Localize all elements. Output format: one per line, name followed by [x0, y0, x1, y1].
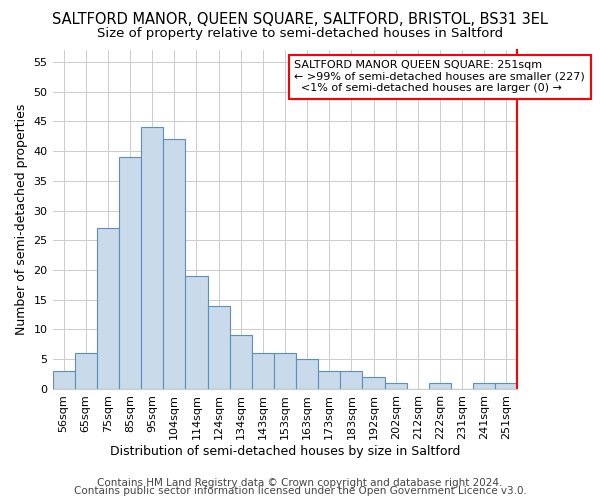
Bar: [141, 128, 163, 389]
Text: SALTFORD MANOR QUEEN SQUARE: 251sqm
← >99% of semi-detached houses are smaller (: SALTFORD MANOR QUEEN SQUARE: 251sqm ← >9…: [294, 60, 585, 94]
Bar: [119, 157, 141, 389]
Bar: [185, 276, 208, 389]
Bar: [429, 383, 451, 389]
Bar: [385, 383, 407, 389]
Text: Contains public sector information licensed under the Open Government Licence v3: Contains public sector information licen…: [74, 486, 526, 496]
X-axis label: Distribution of semi-detached houses by size in Saltford: Distribution of semi-detached houses by …: [110, 444, 460, 458]
Bar: [340, 371, 362, 389]
Bar: [274, 354, 296, 389]
Text: SALTFORD MANOR, QUEEN SQUARE, SALTFORD, BRISTOL, BS31 3EL: SALTFORD MANOR, QUEEN SQUARE, SALTFORD, …: [52, 12, 548, 28]
Bar: [163, 139, 185, 389]
Bar: [97, 228, 119, 389]
Bar: [53, 371, 74, 389]
Bar: [496, 383, 517, 389]
Bar: [296, 359, 318, 389]
Y-axis label: Number of semi-detached properties: Number of semi-detached properties: [15, 104, 28, 335]
Text: Contains HM Land Registry data © Crown copyright and database right 2024.: Contains HM Land Registry data © Crown c…: [97, 478, 503, 488]
Bar: [473, 383, 496, 389]
Bar: [252, 354, 274, 389]
Bar: [208, 306, 230, 389]
Bar: [230, 336, 252, 389]
Text: Size of property relative to semi-detached houses in Saltford: Size of property relative to semi-detach…: [97, 28, 503, 40]
Bar: [362, 377, 385, 389]
Bar: [74, 354, 97, 389]
Bar: [318, 371, 340, 389]
